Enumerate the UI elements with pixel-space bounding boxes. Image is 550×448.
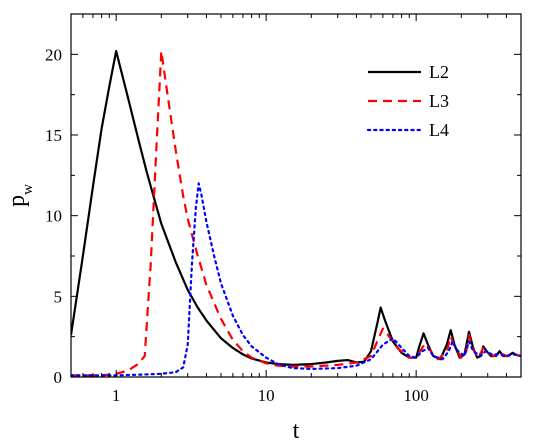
y-tick-label: 20 [45,45,62,64]
plot-area [71,50,521,377]
x-axis-title: t [293,418,300,444]
y-tick-label: 5 [54,287,63,306]
x-tick-label: 1 [112,386,121,405]
y-axis-title-main: p [4,195,30,207]
legend: L2 L3 L4 [366,62,449,140]
x-tick-label: 10 [258,386,275,405]
legend-label-l4: L4 [429,120,449,140]
y-axis-title: pw [4,184,36,207]
y-axis: 0 5 10 15 20 [45,13,521,387]
y-tick-label: 15 [45,126,62,145]
y-axis-title-subscript: w [20,184,36,195]
legend-label-l2: L2 [429,62,449,82]
y-tick-label: 0 [54,368,63,387]
x-tick-label: 100 [403,386,429,405]
series-line-l4 [71,182,521,377]
plot-frame [70,13,522,378]
series-line-l3 [71,50,521,377]
x-axis: 1 10 100 [70,14,522,405]
legend-label-l3: L3 [429,91,449,111]
y-tick-label: 10 [45,207,62,226]
